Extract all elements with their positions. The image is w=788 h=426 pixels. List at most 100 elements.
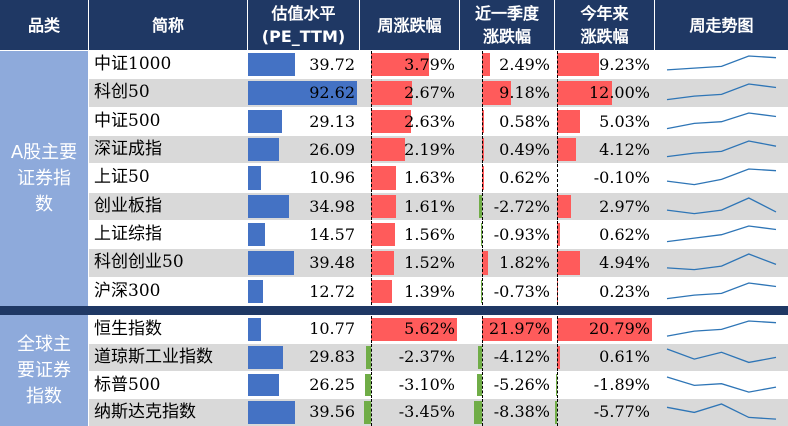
weekly-cell: 3.79% xyxy=(360,51,459,79)
quarterly-axis xyxy=(482,249,483,277)
weekly-axis xyxy=(371,192,372,220)
trend-cell xyxy=(655,193,788,220)
weekly-value: 1.56% xyxy=(404,224,455,244)
weekly-bar xyxy=(371,53,429,77)
weekly-cell: 1.61% xyxy=(360,192,459,220)
quarterly-bar xyxy=(481,222,482,247)
trend-sparkline xyxy=(666,168,777,186)
trend-line xyxy=(666,55,777,71)
ytd-bar xyxy=(557,318,652,341)
quarterly-cell: 0.62% xyxy=(460,164,554,192)
ytd-cell: 4.12% xyxy=(555,135,654,164)
quarterly-value: 1.82% xyxy=(499,253,550,273)
table-row: 沪深300 12.72 1.39% -0.73% 0.23% xyxy=(89,277,788,305)
category-global-label: 全球主 要证券 指数 xyxy=(17,333,71,407)
pe-cell: 26.09 xyxy=(248,136,359,163)
weekly-axis xyxy=(371,316,372,343)
weekly-axis xyxy=(371,277,372,305)
ytd-bar xyxy=(557,53,600,77)
header-category: 品类 xyxy=(0,0,88,50)
ytd-value: 20.79% xyxy=(588,319,650,338)
pe-bar xyxy=(248,166,261,190)
trend-cell xyxy=(655,399,788,426)
pe-bar xyxy=(248,109,283,133)
weekly-value: 1.61% xyxy=(404,196,455,216)
pe-value: 14.57 xyxy=(309,224,355,244)
ytd-value: 2.97% xyxy=(599,196,650,216)
ytd-value: 9.23% xyxy=(599,55,650,74)
pe-cell: 29.13 xyxy=(248,108,359,135)
ytd-value: 0.61% xyxy=(599,346,650,366)
pe-value: 39.56 xyxy=(309,402,355,422)
trend-line xyxy=(666,403,777,420)
table-row: 上证综指 14.57 1.56% -0.93% 0.62% xyxy=(89,220,788,249)
pe-value: 29.13 xyxy=(309,111,355,131)
weekly-axis xyxy=(371,343,372,371)
trend-cell xyxy=(655,372,788,399)
weekly-value: 5.62% xyxy=(404,319,455,338)
trend-cell xyxy=(655,136,788,163)
quarterly-axis xyxy=(482,316,483,343)
ytd-axis xyxy=(557,220,558,249)
trend-cell xyxy=(655,316,788,343)
ytd-axis xyxy=(557,164,558,192)
header-name: 简称 xyxy=(89,0,247,50)
ytd-cell: 5.03% xyxy=(555,107,654,135)
trend-cell xyxy=(655,51,788,78)
trend-line xyxy=(666,348,777,363)
ytd-bar xyxy=(556,373,557,397)
trend-line xyxy=(666,253,777,271)
table-row: 科创创业50 39.48 1.52% 1.82% 4.94% xyxy=(89,249,788,277)
pe-cell: 39.72 xyxy=(248,51,359,78)
weekly-bar xyxy=(371,166,396,190)
ytd-axis xyxy=(557,135,558,164)
pe-bar xyxy=(248,222,266,247)
weekly-value: 1.52% xyxy=(404,253,455,273)
pe-value: 29.83 xyxy=(309,346,355,366)
category-a-share: A股主要 证券指数 xyxy=(0,51,88,306)
weekly-cell: -3.10% xyxy=(360,371,459,399)
ytd-value: 0.62% xyxy=(599,224,650,244)
ytd-cell: 0.23% xyxy=(555,277,654,305)
header-ytd: 今年来 涨跌幅 xyxy=(555,0,654,50)
ytd-axis xyxy=(557,343,558,371)
ytd-axis xyxy=(557,399,558,426)
weekly-bar xyxy=(371,137,405,162)
weekly-bar xyxy=(364,401,371,424)
trend-cell xyxy=(655,79,788,106)
pe-value: 10.96 xyxy=(309,168,355,188)
quarterly-axis xyxy=(482,343,483,371)
weekly-axis xyxy=(371,107,372,135)
table-row: 科创50 92.62 2.67% 9.18% 12.00% xyxy=(89,79,788,107)
trend-line xyxy=(666,168,777,186)
weekly-axis xyxy=(371,135,372,164)
table-row: 道琼斯工业指数 29.83 -2.37% -4.12% 0.61% xyxy=(89,343,788,371)
trend-sparkline xyxy=(666,225,777,243)
quarterly-bar xyxy=(479,194,482,218)
table-row: 上证50 10.96 1.63% 0.62% -0.10% xyxy=(89,164,788,192)
index-name: 纳斯达克指数 xyxy=(94,402,196,423)
quarterly-bar xyxy=(477,345,482,369)
weekly-bar xyxy=(366,345,371,369)
ytd-value: 4.94% xyxy=(599,253,650,273)
ytd-value: 5.03% xyxy=(599,111,650,131)
table-row: 纳斯达克指数 39.56 -3.45% -8.38% -5.77% xyxy=(89,399,788,426)
ytd-cell: -0.10% xyxy=(555,164,654,192)
table-row: 恒生指数 10.77 5.62% 21.97% 20.79% xyxy=(89,316,788,343)
index-name: 创业板指 xyxy=(94,195,162,216)
ytd-cell: 9.23% xyxy=(555,51,654,79)
ytd-axis xyxy=(557,316,558,343)
quarterly-cell: -5.26% xyxy=(460,371,554,399)
table-row: 中证1000 39.72 3.79% 2.49% 9.23% xyxy=(89,51,788,79)
quarterly-axis xyxy=(482,220,483,249)
pe-value: 39.48 xyxy=(309,253,355,273)
quarterly-axis xyxy=(482,79,483,107)
weekly-bar xyxy=(371,279,393,303)
quarterly-axis xyxy=(482,164,483,192)
pe-cell: 39.48 xyxy=(248,249,359,276)
pe-value: 34.98 xyxy=(309,196,355,216)
quarterly-cell: 1.82% xyxy=(460,249,554,277)
trend-line xyxy=(666,111,777,129)
weekly-cell: 5.62% xyxy=(360,316,459,343)
weekly-cell: -3.45% xyxy=(360,399,459,426)
